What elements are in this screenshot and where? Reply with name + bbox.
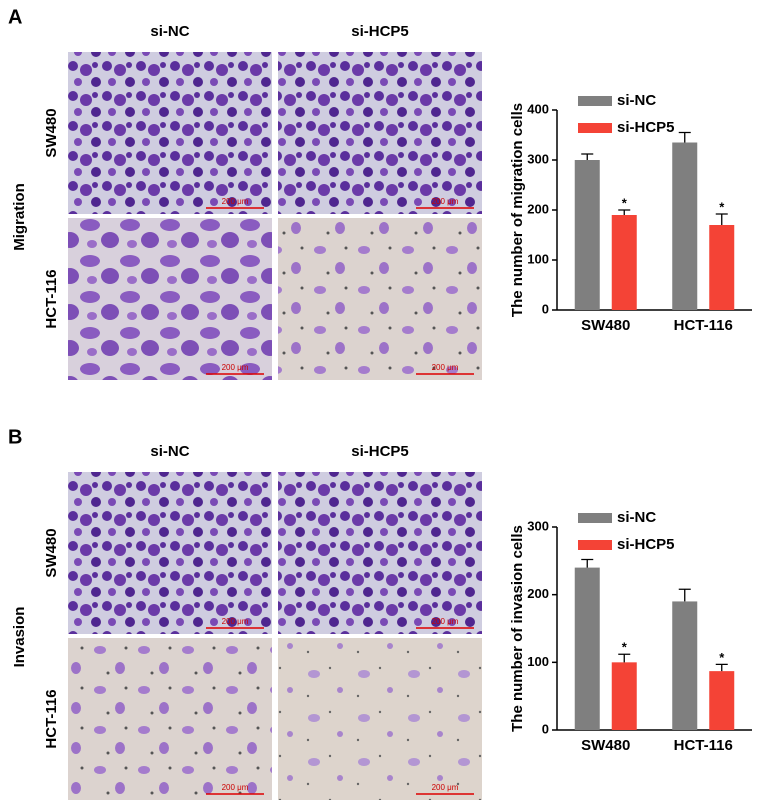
error-bar xyxy=(581,153,594,160)
y-tick-label: 200 xyxy=(527,201,549,216)
legend-swatch xyxy=(578,123,612,133)
y-tick-label: 400 xyxy=(527,101,549,116)
assay-label: Migration xyxy=(11,183,28,251)
significance: * xyxy=(622,640,628,655)
legend-label: si-HCP5 xyxy=(617,536,675,553)
significance: * xyxy=(719,199,725,214)
y-tick-label: 0 xyxy=(542,721,549,736)
micrograph xyxy=(278,52,482,214)
x-tick-label: SW480 xyxy=(581,317,630,334)
error-bar xyxy=(581,558,594,568)
error-bar xyxy=(618,209,631,215)
legend-swatch xyxy=(578,513,612,523)
panel-label: A xyxy=(8,6,22,28)
y-axis-label: The number of migration cells xyxy=(509,103,526,317)
error-bar xyxy=(715,213,728,225)
significance: * xyxy=(719,650,725,665)
legend-swatch xyxy=(578,540,612,550)
micrograph xyxy=(278,218,482,380)
legend-label: si-HCP5 xyxy=(617,119,675,136)
y-tick-label: 300 xyxy=(527,518,549,533)
y-tick-label: 300 xyxy=(527,151,549,166)
micrograph xyxy=(68,472,272,634)
row-label: SW480 xyxy=(43,108,60,157)
error-bar xyxy=(715,663,728,672)
column-label: si-NC xyxy=(150,23,189,40)
bar xyxy=(672,142,698,310)
bar xyxy=(709,225,735,310)
panel-label: B xyxy=(8,426,22,448)
y-tick-label: 0 xyxy=(542,301,549,316)
bar xyxy=(672,601,698,730)
column-label: si-NC xyxy=(150,443,189,460)
error-bar xyxy=(678,588,691,602)
x-tick-label: HCT-116 xyxy=(674,317,733,334)
y-tick-label: 100 xyxy=(527,654,549,669)
scale-bar-label: 200 μm xyxy=(222,197,249,206)
significance: * xyxy=(622,195,628,210)
y-tick-label: 100 xyxy=(527,251,549,266)
bar xyxy=(611,215,637,310)
scale-bar-label: 200 μm xyxy=(432,617,459,626)
scale-bar-label: 200 μm xyxy=(222,783,249,792)
column-label: si-HCP5 xyxy=(351,443,409,460)
y-tick-label: 200 xyxy=(527,586,549,601)
bar xyxy=(574,160,600,310)
y-axis-label: The number of invasion cells xyxy=(509,525,526,732)
bar xyxy=(574,567,600,730)
row-label: HCT-116 xyxy=(43,689,60,748)
error-bar xyxy=(678,131,691,143)
scale-bar-label: 200 μm xyxy=(222,363,249,372)
scale-bar-label: 200 μm xyxy=(222,617,249,626)
x-tick-label: HCT-116 xyxy=(674,737,733,754)
micrograph xyxy=(68,52,272,214)
legend-label: si-NC xyxy=(617,509,656,526)
legend-label: si-NC xyxy=(617,92,656,109)
micrograph xyxy=(68,638,272,800)
bar xyxy=(611,662,637,730)
micrograph xyxy=(278,472,482,634)
column-label: si-HCP5 xyxy=(351,23,409,40)
scale-bar-label: 200 μm xyxy=(432,363,459,372)
scale-bar-label: 200 μm xyxy=(432,783,459,792)
error-bar xyxy=(618,653,631,663)
micrograph xyxy=(68,218,272,380)
x-tick-label: SW480 xyxy=(581,737,630,754)
assay-label: Invasion xyxy=(11,607,28,668)
scale-bar-label: 200 μm xyxy=(432,197,459,206)
legend-swatch xyxy=(578,96,612,106)
micrograph xyxy=(278,638,482,800)
bar xyxy=(709,671,735,730)
row-label: HCT-116 xyxy=(43,269,60,328)
row-label: SW480 xyxy=(43,528,60,577)
